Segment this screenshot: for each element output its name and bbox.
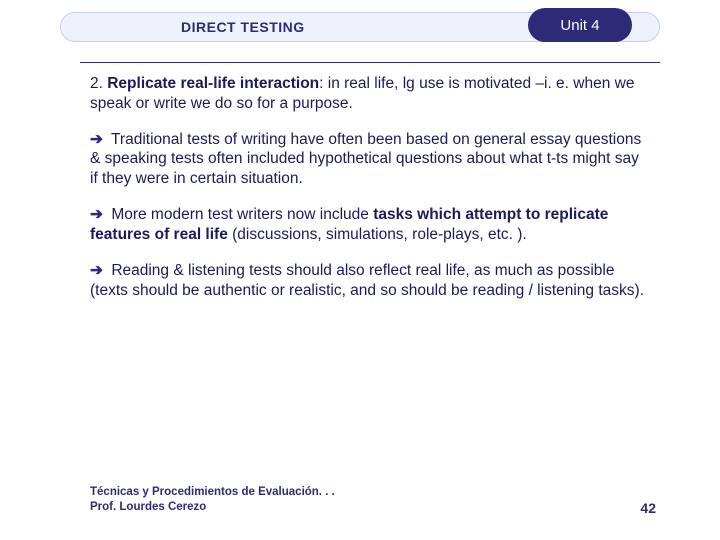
bullet-text: More modern test writers now include [111,206,373,223]
header-divider [80,62,660,63]
bullet-text: Traditional tests of writing have often … [90,131,641,188]
footer-credits: Técnicas y Procedimientos de Evaluación.… [90,485,335,516]
bullet-3: ➔ Reading & listening tests should also … [90,261,650,301]
slide-title: DIRECT TESTING [181,19,305,35]
arrow-icon: ➔ [90,205,103,225]
slide-content: 2. Replicate real-life interaction: in r… [90,74,650,316]
page-number: 42 [640,500,656,516]
unit-label: Unit 4 [560,17,599,34]
bullet-2: ➔ More modern test writers now include t… [90,205,650,245]
point-title: Replicate real-life interaction [107,75,319,92]
unit-pill: Unit 4 [528,8,632,42]
slide-header: DIRECT TESTING Unit 4 [0,0,720,54]
slide-footer: Técnicas y Procedimientos de Evaluación.… [90,485,656,516]
footer-line2: Prof. Lourdes Cerezo [90,500,335,516]
main-point: 2. Replicate real-life interaction: in r… [90,74,650,114]
footer-line1: Técnicas y Procedimientos de Evaluación.… [90,485,335,501]
arrow-icon: ➔ [90,130,103,150]
bullet-post: (discussions, simulations, role-plays, e… [228,226,527,243]
bullet-1: ➔ Traditional tests of writing have ofte… [90,130,650,189]
point-number: 2. [90,75,107,92]
bullet-text: Reading & listening tests should also re… [90,262,644,299]
arrow-icon: ➔ [90,261,103,281]
